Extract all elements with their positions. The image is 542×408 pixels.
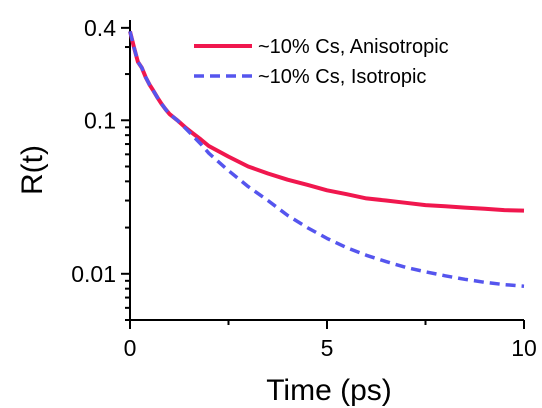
- series-layer: [128, 30, 525, 288]
- legend: ~10% Cs, Anisotropic ~10% Cs, Isotropic: [194, 36, 449, 88]
- tick-layer: 0 5 10 0.4 0.1 0.01: [71, 15, 537, 361]
- legend-label-1: ~10% Cs, Anisotropic: [258, 36, 449, 58]
- y-tick-label-0.4: 0.4: [84, 15, 116, 41]
- y-tick-label-0.01: 0.01: [71, 261, 116, 287]
- x-axis-title: Time (ps): [266, 374, 392, 407]
- plot-area: 0 5 10 0.4 0.1 0.01: [71, 15, 537, 361]
- x-tick-label-10: 10: [511, 335, 537, 361]
- plot-frame: [129, 20, 524, 321]
- x-tick-label-5: 5: [321, 335, 334, 361]
- legend-label-2: ~10% Cs, Isotropic: [258, 66, 426, 88]
- series-line-2: [128, 30, 525, 288]
- series-line-1: [128, 30, 525, 213]
- y-tick-label-0.1: 0.1: [84, 107, 116, 133]
- x-tick-label-0: 0: [124, 335, 137, 361]
- y-axis-title: R(t): [16, 145, 49, 195]
